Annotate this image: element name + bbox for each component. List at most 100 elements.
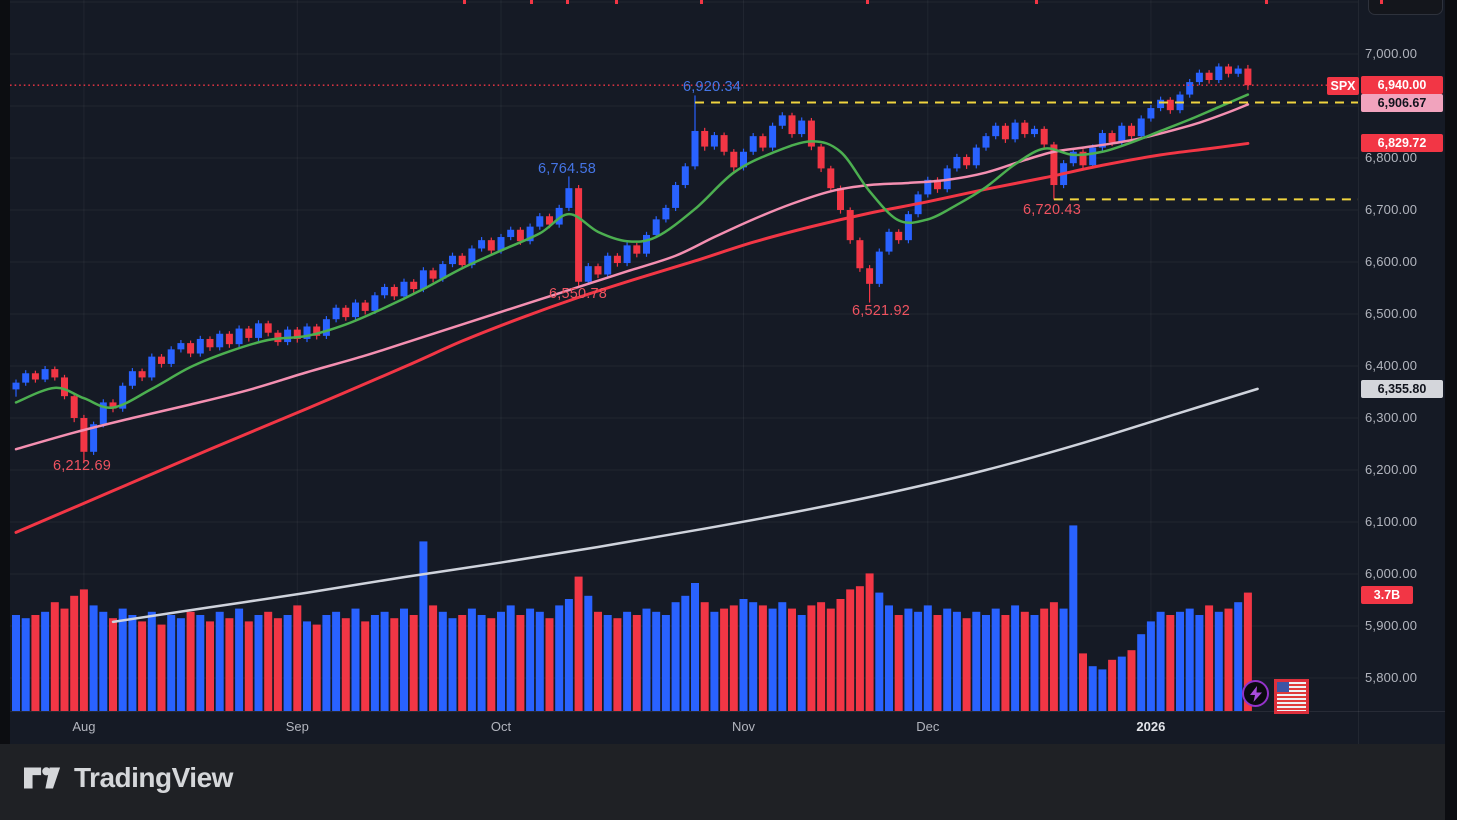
volume-bar [923, 605, 932, 711]
price-axis-label: 6,500.00 [1365, 306, 1418, 321]
volume-bar [778, 602, 787, 711]
candle-down [701, 130, 709, 147]
clipped-legend-fragment [700, 0, 703, 4]
volume-bar [962, 618, 971, 711]
quick-action-lightning-button[interactable] [1242, 680, 1269, 707]
volume-bar [235, 608, 244, 711]
time-axis-label: Sep [285, 719, 309, 734]
volume-bar [826, 608, 835, 711]
candle-down [410, 281, 418, 290]
candle-down [546, 216, 553, 225]
volume-bar [555, 605, 564, 711]
candle-up [1157, 99, 1165, 109]
volume-bar [1205, 605, 1214, 711]
candles-layer [12, 63, 1252, 464]
candle-down [1108, 133, 1116, 143]
price-axis-label: 6,700.00 [1365, 202, 1418, 217]
volume-bar [904, 608, 913, 711]
clipped-legend-fragment [1380, 0, 1383, 4]
candle-up [128, 371, 136, 386]
us-flag-button[interactable] [1274, 679, 1309, 714]
candle-up [652, 219, 660, 235]
volume-bar [138, 621, 147, 711]
candle-up [449, 255, 456, 265]
ma-long-white [111, 387, 1259, 624]
candle-up [778, 115, 786, 126]
candle-down [827, 168, 835, 189]
volume-bar [1049, 602, 1058, 711]
volume-bar [12, 615, 20, 711]
volume-bar [380, 611, 389, 711]
candle-up [875, 251, 883, 284]
candle-up [1089, 147, 1097, 166]
tradingview-logo-icon [24, 767, 61, 789]
volume-bar [419, 541, 428, 711]
volume-bar [603, 615, 612, 711]
candle-up [1137, 118, 1145, 137]
volume-bar [186, 611, 195, 711]
candle-down [1040, 128, 1048, 145]
volume-bar [118, 608, 127, 711]
candle-up [497, 237, 505, 251]
candle-up [177, 343, 185, 350]
volume-bar [273, 618, 282, 711]
volume-bar [79, 589, 88, 711]
volume-bar [739, 599, 748, 711]
candle-down [274, 332, 282, 343]
candle-up [924, 179, 932, 195]
candle-up [99, 402, 107, 425]
volume-bar [710, 611, 719, 711]
volume-bar [797, 615, 806, 711]
price-pivot-label: 6,550.78 [549, 286, 608, 302]
toolbar-collapsed-box[interactable] [1368, 0, 1443, 15]
candle-down [575, 188, 583, 282]
volume-bar [943, 608, 952, 711]
volume-bar [448, 618, 457, 711]
candle-up [972, 147, 980, 166]
volume-bar [952, 611, 961, 711]
volume-bar [671, 602, 680, 711]
moving-averages-layer [14, 93, 1259, 624]
candle-up [1215, 66, 1223, 80]
volume-bar [109, 618, 117, 711]
volume-bar [312, 624, 321, 711]
volume-bar [807, 605, 816, 711]
candle-down [856, 240, 864, 269]
volume-bar [545, 618, 554, 711]
candle-up [22, 373, 30, 383]
price-chart-canvas[interactable] [10, 0, 1445, 744]
candle-up [284, 329, 292, 343]
candle-down [846, 210, 854, 241]
volume-bar [1079, 653, 1087, 711]
candle-down [293, 329, 301, 339]
volume-bar [894, 615, 903, 711]
candle-down [429, 270, 437, 279]
volume-bar [458, 615, 467, 711]
candle-down [61, 377, 68, 397]
candle-down [730, 151, 738, 168]
volume-bar [21, 618, 30, 711]
price-axis-label: 6,400.00 [1365, 358, 1418, 373]
candle-down [31, 373, 39, 380]
candle-up [740, 151, 747, 168]
candle-up [1098, 133, 1106, 148]
candle-up [604, 255, 612, 275]
volume-bar [652, 611, 661, 711]
tradingview-logo-link[interactable]: TradingView [24, 762, 233, 794]
candle-down [70, 396, 78, 418]
volume-bar [70, 595, 79, 711]
candle-up [255, 323, 262, 338]
volume-bar [914, 611, 923, 711]
flag-canton [1277, 682, 1289, 692]
volume-bar [846, 589, 855, 711]
candle-down [788, 115, 796, 135]
candle-down [245, 328, 253, 338]
candle-up [1118, 125, 1126, 143]
price-axis-label: 7,000.00 [1365, 46, 1418, 61]
volume-bar [477, 615, 486, 711]
volume-bar [409, 615, 418, 711]
volume-bar [176, 618, 185, 711]
volume-bar [875, 592, 884, 711]
volume-bar [89, 605, 98, 711]
volume-bar [341, 618, 350, 711]
